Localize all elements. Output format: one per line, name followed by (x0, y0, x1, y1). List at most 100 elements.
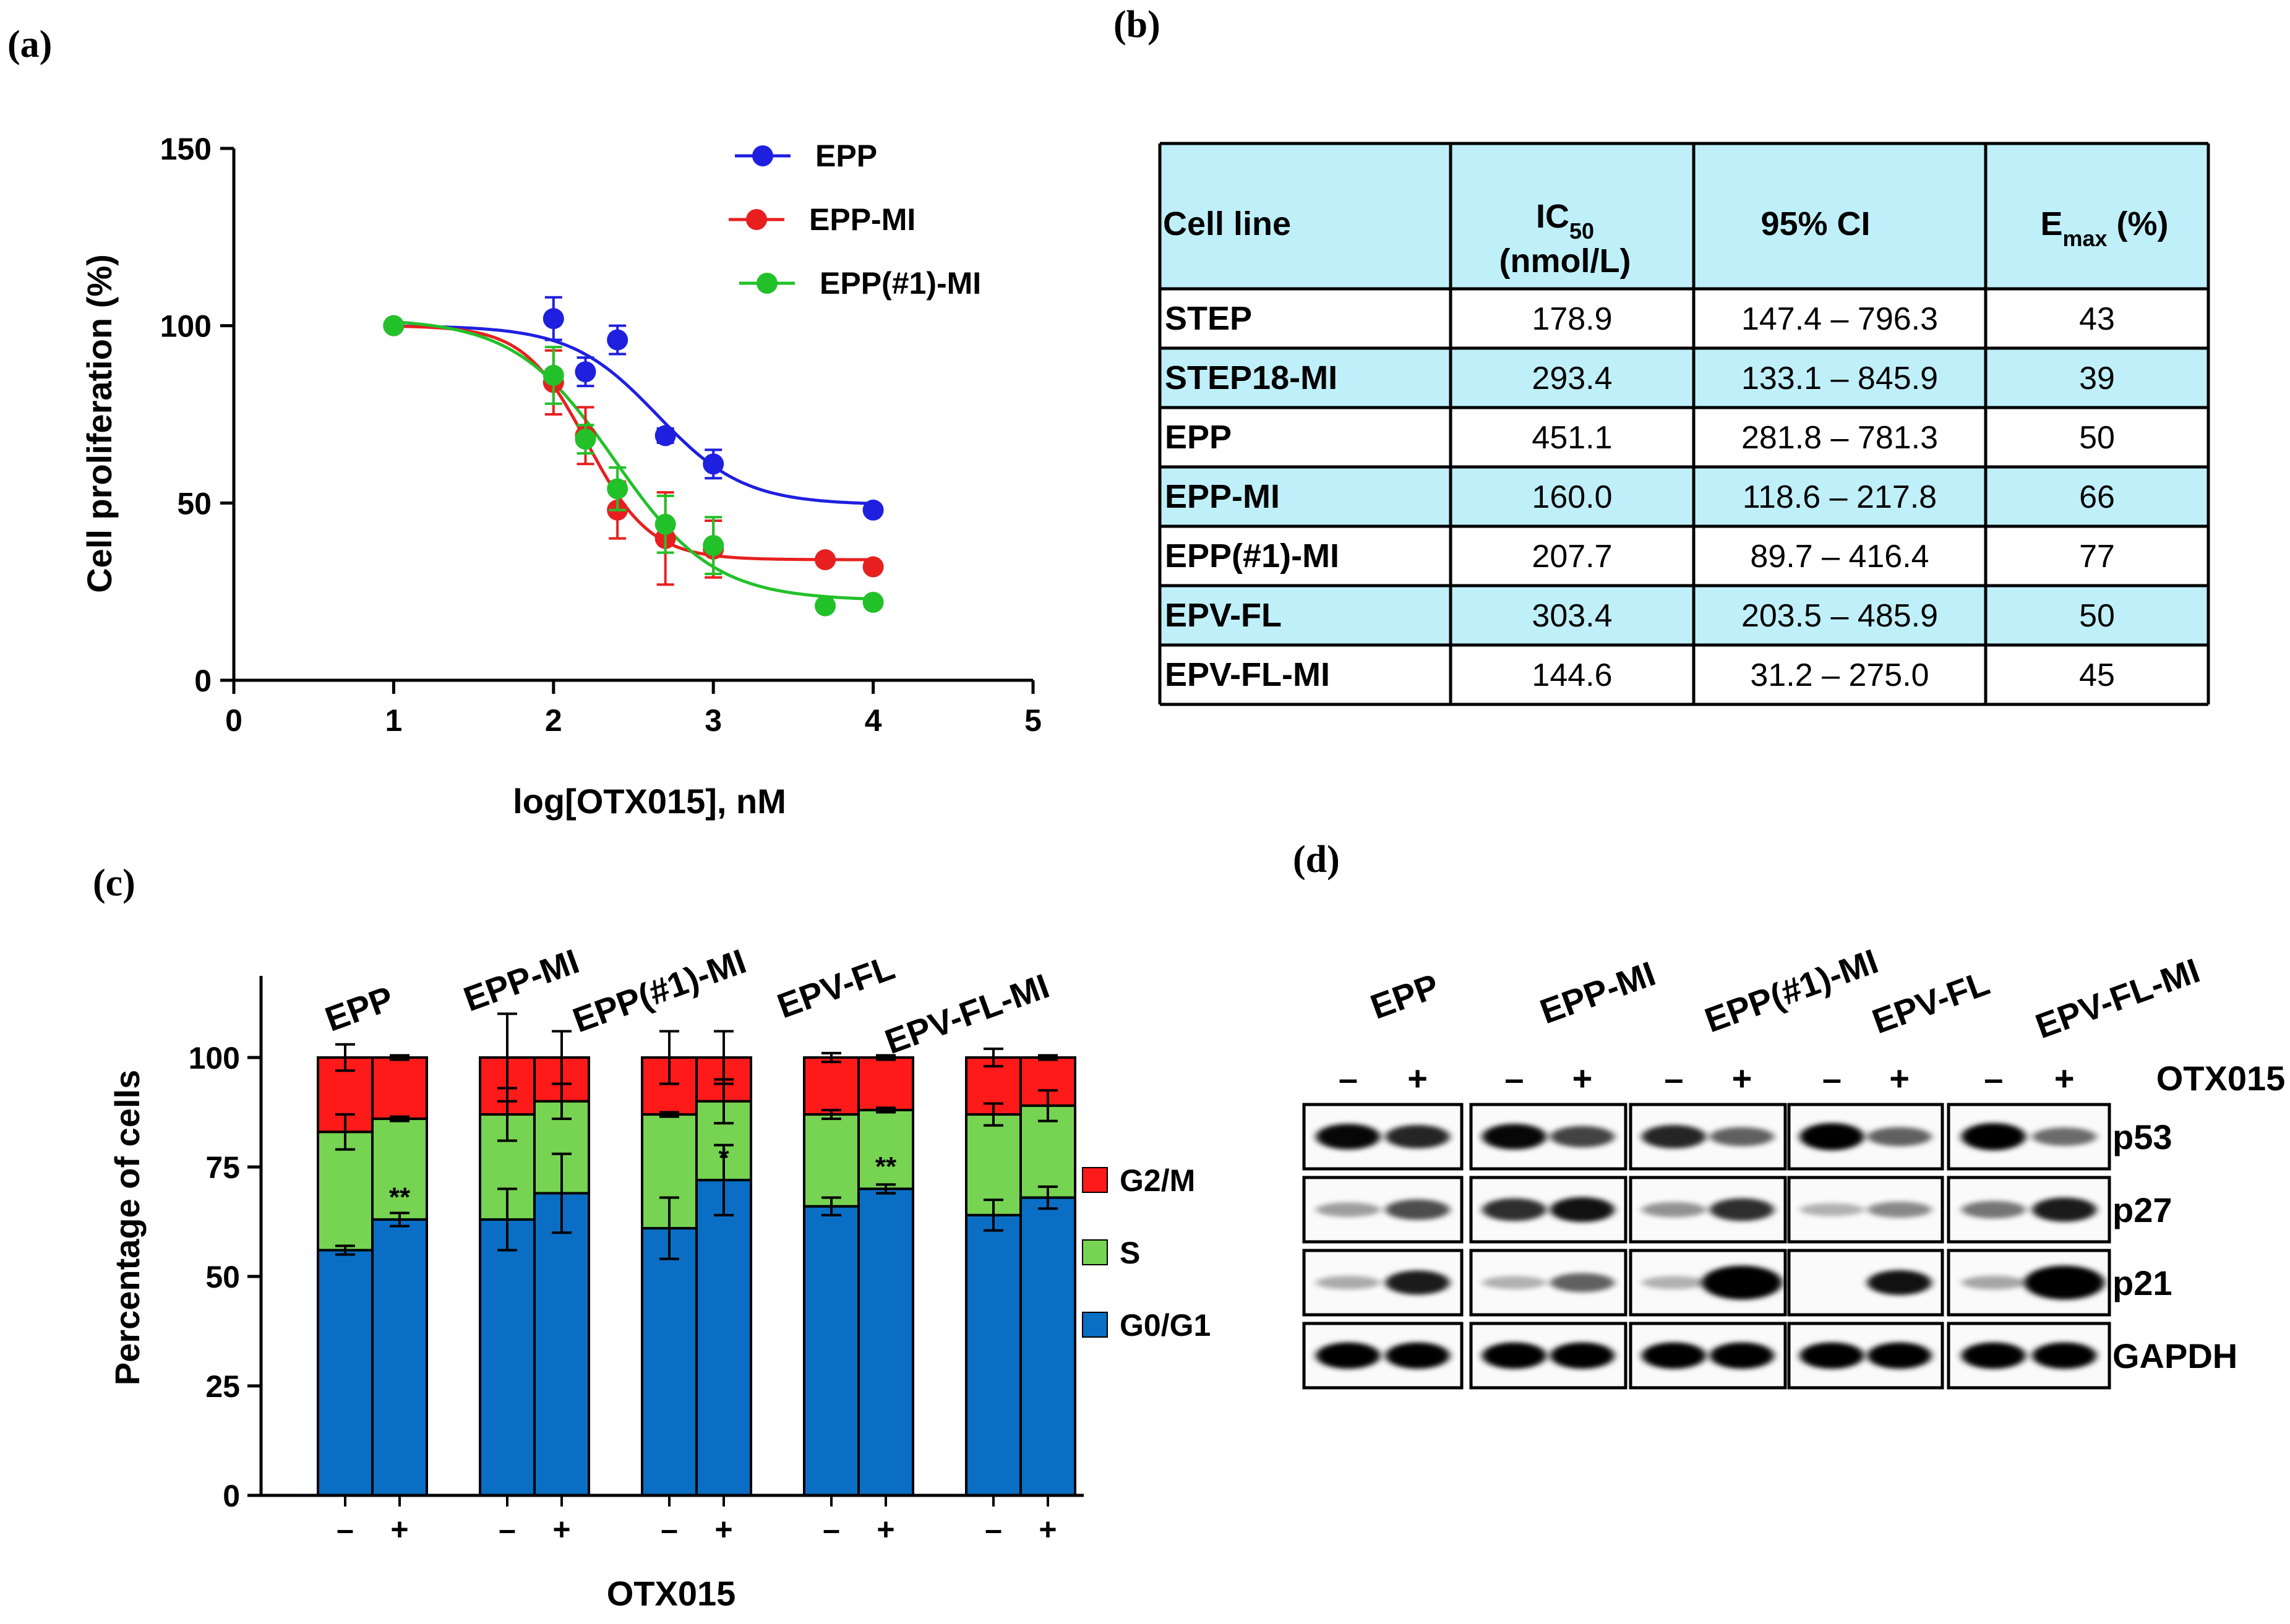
dose-response-legend: EPP EPP-MI EPP(#1)-MI (729, 139, 981, 301)
ic50-table: Cell line IC50 (nmol/L) 95% CI Emax (%) … (1158, 142, 2210, 706)
blot-band (1550, 1126, 1615, 1148)
legend-label: EPP-MI (809, 202, 916, 237)
bar-g0g1 (533, 1192, 590, 1497)
x-tick-label: 0 (225, 703, 242, 738)
data-points (383, 296, 884, 617)
table-stripe (1160, 586, 2208, 645)
blot-band (1482, 1124, 1546, 1150)
legend-swatch (1082, 1312, 1108, 1338)
data-point (703, 453, 724, 475)
blot-band (2032, 1197, 2097, 1222)
blot-band (1867, 1127, 1932, 1147)
row-ci: 281.8 – 781.3 (1741, 420, 1938, 456)
legend-marker (752, 145, 773, 166)
th-emax: Emax (%) (2040, 205, 2168, 251)
legend-marker (757, 273, 778, 294)
blot-band (1710, 1127, 1774, 1147)
data-point (383, 315, 405, 336)
blot-band (1642, 1125, 1706, 1148)
blot-band (1385, 1342, 1450, 1369)
table-header-bg (1160, 143, 2208, 289)
blot-band (1550, 1197, 1615, 1223)
data-point (542, 308, 564, 330)
row-ci: 31.2 – 275.0 (1750, 657, 1929, 693)
table-stripe (1160, 467, 2208, 526)
treatment-sign: + (877, 1512, 894, 1547)
table-grid (1158, 142, 2210, 706)
row-emax: 45 (2079, 657, 2115, 693)
th-cell-line: Cell line (1163, 205, 1291, 242)
treatment-sign: – (661, 1512, 678, 1547)
data-point (607, 478, 628, 500)
y-tick-label: 0 (194, 664, 212, 698)
blot-minus-sign: – (1339, 1059, 1358, 1098)
data-point (703, 535, 724, 557)
row-cell-line: EPP(#1)-MI (1165, 537, 1339, 575)
bar-g0g1 (479, 1218, 536, 1497)
blot-band (1316, 1202, 1381, 1217)
row-ic50: 293.4 (1532, 361, 1612, 396)
blot-band (1961, 1275, 2026, 1290)
blot-band (1799, 1123, 1864, 1150)
legend-label: G2/M (1120, 1163, 1195, 1198)
blot-group-label: EPV-FL (1867, 963, 1994, 1041)
panel-label-a: (a) (7, 24, 52, 66)
data-point (654, 513, 676, 535)
stacked-bars: – ** + – + – * + – ** + – + (317, 1012, 1076, 1547)
th-emax-main: E (2040, 205, 2062, 242)
group-label: EPV-FL (772, 947, 899, 1025)
th-ic50-sub: 50 (1569, 218, 1594, 244)
row-emax: 50 (2079, 598, 2115, 634)
western-blot: EPP– +EPP-MI– +EPP(#1)-MI– +EPV-FL– +EPV-FL-… (1302, 941, 2285, 1390)
treatment-sign: – (499, 1512, 516, 1547)
blot-minus-sign: – (1664, 1059, 1683, 1098)
bar-g0g1 (803, 1205, 860, 1497)
cell-cycle-axes: 0 25 50 75 100 (189, 976, 1084, 1513)
x-tick-label: 4 (865, 703, 882, 738)
group-label: EPP-MI (458, 941, 584, 1019)
fit-curves (393, 320, 873, 601)
th-ci: 95% CI (1760, 205, 1870, 242)
panel-label-b: (b) (1113, 4, 1160, 46)
row-ic50: 160.0 (1532, 479, 1612, 515)
data-point (575, 429, 596, 450)
row-emax: 66 (2079, 479, 2115, 515)
legend-label: S (1120, 1236, 1140, 1270)
significance-mark: ** (875, 1152, 897, 1182)
blot-group-label: EPP-MI (1535, 954, 1660, 1031)
blot-band (1316, 1124, 1381, 1150)
row-ic50: 178.9 (1532, 301, 1612, 337)
legend-label: G0/G1 (1120, 1308, 1211, 1343)
data-point (862, 591, 884, 613)
th-ic50-main: IC (1536, 198, 1569, 235)
row-ci: 89.7 – 416.4 (1750, 539, 1929, 575)
panel-label-c: (c) (93, 862, 135, 904)
treatment-sign: + (714, 1512, 732, 1547)
data-point (607, 329, 628, 351)
legend-swatch (1082, 1167, 1108, 1193)
blot-band (1867, 1270, 1932, 1296)
data-point (815, 595, 836, 617)
blot-band (1642, 1202, 1706, 1218)
group-label: EPV-FL-MI (880, 966, 1054, 1061)
treatment-sign: + (552, 1512, 570, 1547)
blot-band (1710, 1342, 1774, 1369)
blot-band (2032, 1127, 2097, 1146)
c-y-tick-label: 75 (205, 1150, 240, 1185)
blot-band (1642, 1276, 1706, 1289)
row-ci: 118.6 – 217.8 (1743, 479, 1937, 515)
fit-curve-2 (393, 320, 873, 601)
treatment-sign: + (1039, 1512, 1057, 1547)
row-ci: 133.1 – 845.9 (1741, 361, 1938, 396)
blot-plus-sign: + (1572, 1059, 1593, 1098)
y-tick-label: 100 (160, 309, 212, 344)
th-emax-unit: (%) (2108, 205, 2169, 242)
blot-band (1961, 1200, 2026, 1219)
legend-label: EPP (815, 139, 877, 173)
th-emax-sub: max (2062, 226, 2107, 251)
bar-g2m (371, 1056, 428, 1121)
blot-band (1385, 1270, 1450, 1295)
blot-minus-sign: – (1504, 1059, 1524, 1098)
